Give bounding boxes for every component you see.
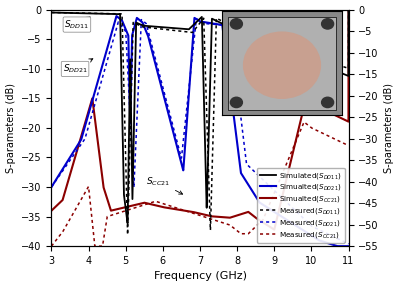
- Circle shape: [322, 19, 334, 29]
- Circle shape: [230, 19, 242, 29]
- Circle shape: [322, 97, 334, 108]
- Y-axis label: S-parameters (dB): S-parameters (dB): [6, 83, 16, 173]
- Text: $S_{DD11}$: $S_{DD11}$: [64, 17, 90, 31]
- Text: $S_{DD21}$: $S_{DD21}$: [62, 59, 93, 75]
- X-axis label: Frequency (GHz): Frequency (GHz): [154, 272, 246, 282]
- Text: $S_{CC21}$: $S_{CC21}$: [146, 175, 183, 194]
- Circle shape: [230, 97, 242, 108]
- FancyBboxPatch shape: [228, 17, 336, 110]
- Legend: Simulated($S_{DD11}$), Simualted($S_{DD21}$), Simualted($S_{CC21}$), Measured($S: Simulated($S_{DD11}$), Simualted($S_{DD2…: [257, 168, 345, 243]
- Circle shape: [244, 32, 320, 98]
- Y-axis label: S-parameters (dB): S-parameters (dB): [384, 83, 394, 173]
